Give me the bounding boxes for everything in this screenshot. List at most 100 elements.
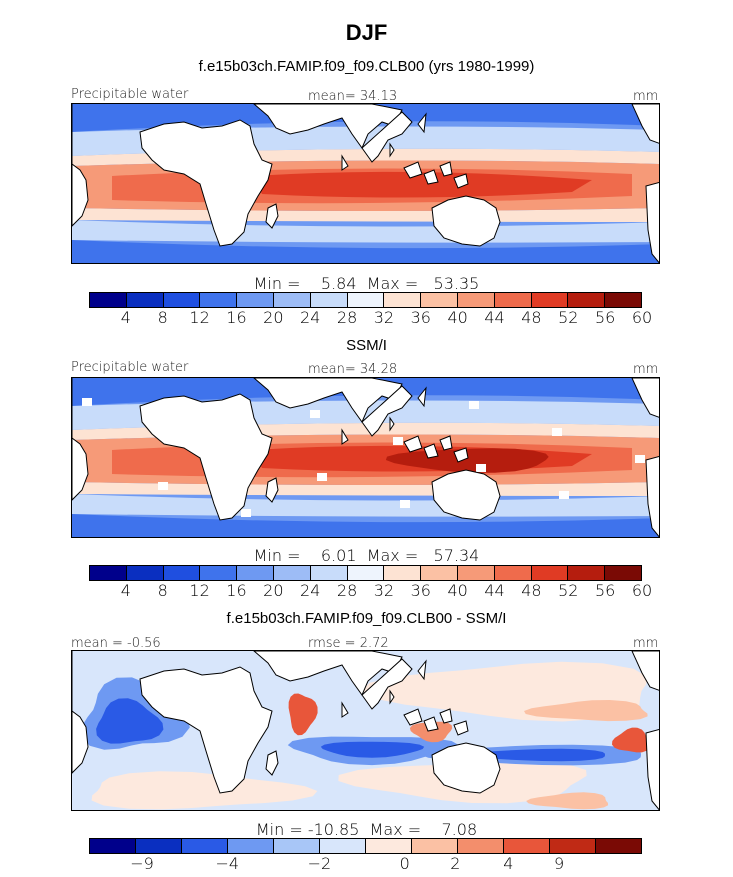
colorbar-tick-label: −2 <box>307 854 332 873</box>
coastline <box>139 393 273 521</box>
panel-1-minmax: Min = 5.84 Max = 53.35 <box>253 274 480 293</box>
coastline <box>72 378 89 501</box>
coastline <box>403 435 423 453</box>
colorbar-tick-label: 44 <box>484 308 505 327</box>
colorbar-swatch <box>605 566 641 580</box>
colorbar-swatch <box>182 839 228 853</box>
colorbar-swatch <box>273 566 311 580</box>
main-title: DJF <box>345 20 388 45</box>
field-contour <box>288 693 318 736</box>
colorbar-swatch <box>90 566 127 580</box>
panel-3-colorbar <box>89 838 642 854</box>
colorbar-swatch <box>200 293 238 307</box>
panel-1-map <box>71 103 660 264</box>
colorbar-tick-label: 0 <box>399 854 410 873</box>
colorbar-tick-label: 16 <box>226 308 247 327</box>
coastline <box>453 720 469 736</box>
panel-3-title: f.e15b03ch.FAMIP.f09_f09.CLB00 - SSM/I <box>226 610 507 627</box>
colorbar-tick-label: −4 <box>215 854 240 873</box>
colorbar-swatch <box>347 566 385 580</box>
colorbar-tick-label: 8 <box>157 308 168 327</box>
colorbar-tick-label: 24 <box>300 308 321 327</box>
panel-2-mean-label: mean= 34.28 <box>308 362 398 377</box>
colorbar-tick-label: 56 <box>594 308 616 327</box>
colorbar-swatch <box>504 839 550 853</box>
colorbar-tick-label: 4 <box>503 854 514 873</box>
colorbar-swatch <box>310 293 348 307</box>
colorbar-swatch <box>163 293 201 307</box>
colorbar-swatch <box>237 293 274 307</box>
colorbar-tick-label: 36 <box>410 308 431 327</box>
colorbar-tick-label: 40 <box>447 308 468 327</box>
colorbar-swatch <box>90 839 136 853</box>
field-contour <box>91 771 318 810</box>
coastline <box>439 708 453 724</box>
coastline <box>72 651 89 774</box>
coastline <box>645 729 659 810</box>
colorbar-swatch <box>421 566 458 580</box>
field-contour <box>72 514 659 537</box>
colorbar-swatch <box>605 293 641 307</box>
coastline <box>389 416 395 432</box>
missing-data-cell <box>158 482 168 490</box>
field-contour <box>409 721 453 743</box>
coastline <box>265 477 279 503</box>
panel-2-units: mm <box>633 362 659 377</box>
panel-1-colorbar-ticks: 4 8 12 16 20 24 28 32 36 40 44 48 52 56 60 <box>89 308 652 328</box>
colorbar-swatch <box>163 566 201 580</box>
colorbar-swatch <box>366 839 412 853</box>
coastline <box>403 708 423 726</box>
field-contour <box>612 727 650 753</box>
colorbar-tick-label: 20 <box>263 308 284 327</box>
missing-data-cell <box>82 398 92 406</box>
panel-3-colorbar-ticks: −9 −4 −2 0 2 4 9 <box>89 854 642 874</box>
panel-2-map <box>71 377 660 538</box>
coastline <box>361 111 413 163</box>
coastline <box>417 112 427 134</box>
colorbar-swatch <box>550 839 596 853</box>
colorbar-tick-label: 52 <box>558 308 579 327</box>
coastline <box>439 161 453 177</box>
coastline <box>361 658 413 710</box>
colorbar-tick-label: 60 <box>631 308 653 327</box>
panel-3-minmax: Min = -10.85 Max = 7.08 <box>255 820 478 839</box>
coastline <box>139 119 273 247</box>
colorbar-swatch <box>596 839 641 853</box>
coastline <box>631 104 659 144</box>
colorbar-tick-label: 4 <box>120 581 131 600</box>
colorbar-swatch <box>320 839 366 853</box>
panel-1-title: f.e15b03ch.FAMIP.f09_f09.CLB00 (yrs 1980… <box>198 58 535 75</box>
colorbar-swatch <box>457 566 495 580</box>
coastline <box>645 182 659 263</box>
coastline <box>631 378 659 418</box>
field-contour <box>524 700 648 722</box>
panel-2-colorbar <box>89 565 642 581</box>
panel-1-units: mm <box>633 89 659 104</box>
colorbar-tick-label: 48 <box>521 581 542 600</box>
missing-data-cell <box>241 509 251 517</box>
colorbar-swatch <box>273 293 311 307</box>
coastline <box>417 386 427 408</box>
colorbar-tick-label: 12 <box>189 308 210 327</box>
colorbar-swatch <box>136 839 182 853</box>
coastline <box>439 435 453 451</box>
coastline <box>389 689 395 705</box>
coastline <box>431 195 501 247</box>
missing-data-cell <box>310 410 320 418</box>
colorbar-swatch <box>494 566 532 580</box>
colorbar-tick-label: 44 <box>484 581 505 600</box>
colorbar-tick-label: 28 <box>336 308 358 327</box>
missing-data-cell <box>469 401 479 409</box>
coastline <box>341 428 349 445</box>
colorbar-swatch <box>384 293 422 307</box>
coastline <box>265 750 279 776</box>
missing-data-cell <box>552 428 562 436</box>
missing-data-cell <box>317 473 327 481</box>
colorbar-swatch <box>90 293 127 307</box>
coastline <box>403 161 423 179</box>
colorbar-swatch <box>531 293 569 307</box>
coastline <box>631 651 659 691</box>
coastline <box>431 742 501 794</box>
coastline <box>253 651 403 697</box>
colorbar-tick-label: 52 <box>558 581 579 600</box>
